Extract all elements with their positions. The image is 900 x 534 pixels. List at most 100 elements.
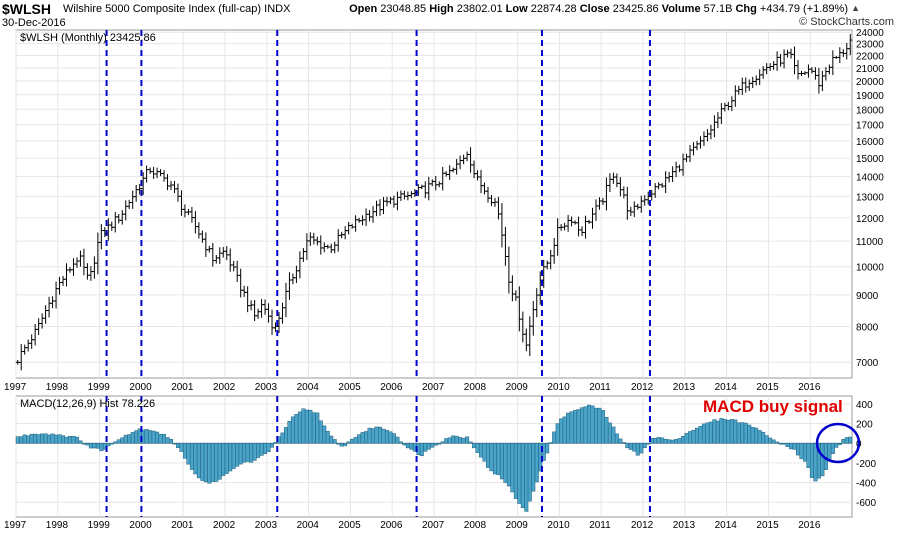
price-tick-label: 20000 bbox=[856, 77, 884, 88]
macd-histogram-bar bbox=[290, 416, 295, 444]
macd-histogram-bar bbox=[628, 442, 633, 450]
price-tick-label: 11000 bbox=[856, 237, 884, 248]
macd-x-tick-label: 2008 bbox=[464, 520, 487, 531]
macd-histogram-bar bbox=[545, 442, 550, 454]
macd-histogram-bar bbox=[844, 437, 849, 444]
macd-histogram-bar bbox=[85, 442, 90, 446]
macd-histogram-bar bbox=[270, 442, 275, 448]
macd-x-tick-label: 1998 bbox=[46, 520, 69, 531]
macd-histogram-bar bbox=[733, 419, 738, 444]
macd-histogram-bar bbox=[555, 423, 560, 444]
macd-histogram-bar bbox=[378, 426, 382, 444]
macd-histogram-bar bbox=[653, 438, 658, 444]
macd-histogram-bar bbox=[580, 407, 585, 444]
macd-histogram-bar bbox=[681, 436, 686, 444]
macd-histogram-bar bbox=[639, 442, 644, 454]
macd-histogram-bar bbox=[371, 428, 376, 444]
price-tick-label: 16000 bbox=[856, 137, 884, 148]
macd-histogram-bar bbox=[71, 435, 76, 444]
macd-histogram-bar bbox=[384, 430, 389, 444]
macd-histogram-bar bbox=[398, 441, 403, 444]
macd-histogram-bar bbox=[726, 419, 731, 444]
macd-histogram-bar bbox=[715, 420, 720, 444]
macd-histogram-bar bbox=[841, 439, 846, 444]
macd-histogram-bar bbox=[646, 442, 651, 445]
macd-histogram-bar bbox=[22, 434, 27, 444]
macd-x-tick-label: 2013 bbox=[673, 520, 696, 531]
macd-histogram-bar bbox=[224, 442, 229, 474]
macd-histogram-bar bbox=[367, 427, 372, 444]
price-x-tick-label: 2013 bbox=[673, 382, 696, 393]
macd-histogram-bar bbox=[155, 431, 160, 444]
macd-x-tick-label: 1997 bbox=[4, 520, 27, 531]
macd-histogram-bar bbox=[698, 425, 703, 444]
macd-histogram-bar bbox=[280, 432, 285, 444]
macd-histogram-bar bbox=[36, 434, 41, 444]
price-tick-label: 19000 bbox=[856, 91, 884, 102]
price-tick-label: 22000 bbox=[856, 52, 884, 63]
macd-histogram-bar bbox=[357, 434, 362, 444]
macd-histogram-bar bbox=[802, 442, 807, 462]
macd-tick-label: 200 bbox=[856, 420, 873, 431]
macd-histogram-bar bbox=[433, 442, 438, 446]
macd-histogram-bar bbox=[29, 433, 34, 444]
macd-histogram-bar bbox=[360, 432, 365, 444]
macd-histogram-bar bbox=[200, 442, 205, 481]
macd-histogram-bar bbox=[820, 442, 825, 477]
macd-histogram-bar bbox=[482, 442, 487, 462]
macd-histogram-bar bbox=[531, 442, 536, 492]
macd-histogram-bar bbox=[837, 442, 842, 445]
macd-histogram-bar bbox=[667, 439, 672, 444]
macd-histogram-bar bbox=[322, 425, 327, 444]
macd-histogram-bar bbox=[238, 442, 243, 465]
low-label: Low bbox=[505, 3, 528, 15]
price-x-tick-label: 1998 bbox=[46, 382, 69, 393]
macd-x-tick-label: 2014 bbox=[715, 520, 738, 531]
macd-histogram-bar bbox=[607, 422, 612, 444]
macd-histogram-bar bbox=[444, 438, 449, 444]
price-x-tick-label: 1999 bbox=[88, 382, 111, 393]
price-x-tick-label: 2001 bbox=[171, 382, 194, 393]
macd-histogram-bar bbox=[437, 442, 442, 445]
signal-lines bbox=[105, 30, 651, 517]
macd-x-tick-label: 2002 bbox=[213, 520, 236, 531]
macd-histogram-bar bbox=[144, 429, 149, 444]
macd-histogram-bar bbox=[33, 433, 38, 444]
macd-histogram-bar bbox=[587, 404, 591, 444]
macd-histogram-bar bbox=[217, 442, 222, 480]
macd-histogram-bar bbox=[381, 428, 386, 444]
macd-histogram-bar bbox=[548, 442, 553, 444]
macd-histogram-bar bbox=[489, 442, 494, 472]
price-x-tick-label: 2016 bbox=[798, 382, 821, 393]
price-x-tick-label: 2008 bbox=[464, 382, 487, 393]
macd-x-tick-label: 2001 bbox=[171, 520, 194, 531]
macd-histogram-bar bbox=[642, 442, 647, 449]
macd-histogram-bar bbox=[221, 442, 226, 476]
price-x-tick-label: 2003 bbox=[255, 382, 278, 393]
macd-histogram-bar bbox=[88, 442, 93, 449]
macd-histogram-bar bbox=[492, 442, 497, 475]
macd-histogram-bar bbox=[318, 420, 323, 444]
macd-tick-label: -200 bbox=[856, 459, 876, 470]
macd-histogram-bar bbox=[40, 433, 45, 444]
macd-histogram-bar bbox=[43, 433, 48, 444]
macd-histogram-bar bbox=[47, 434, 52, 444]
price-x-tick-label: 2010 bbox=[547, 382, 570, 393]
macd-histogram-bar bbox=[19, 436, 24, 444]
macd-histogram-bar bbox=[712, 419, 717, 444]
macd-histogram-bar bbox=[451, 435, 456, 444]
macd-x-tick-label: 2003 bbox=[255, 520, 278, 531]
macd-histogram-bar bbox=[559, 418, 564, 444]
price-tick-label: 17000 bbox=[856, 121, 884, 132]
exchange-label: INDX bbox=[264, 3, 291, 15]
macd-tick-label: -600 bbox=[856, 498, 876, 509]
price-tick-label: 12000 bbox=[856, 214, 884, 225]
macd-histogram-bar bbox=[92, 442, 97, 449]
macd-histogram-bar bbox=[235, 442, 240, 467]
macd-histogram-bar bbox=[604, 417, 609, 444]
price-tick-label: 15000 bbox=[856, 154, 884, 165]
macd-x-tick-label: 2007 bbox=[422, 520, 445, 531]
macd-histogram-bar bbox=[95, 442, 100, 449]
high-value: 23802.01 bbox=[456, 3, 503, 15]
